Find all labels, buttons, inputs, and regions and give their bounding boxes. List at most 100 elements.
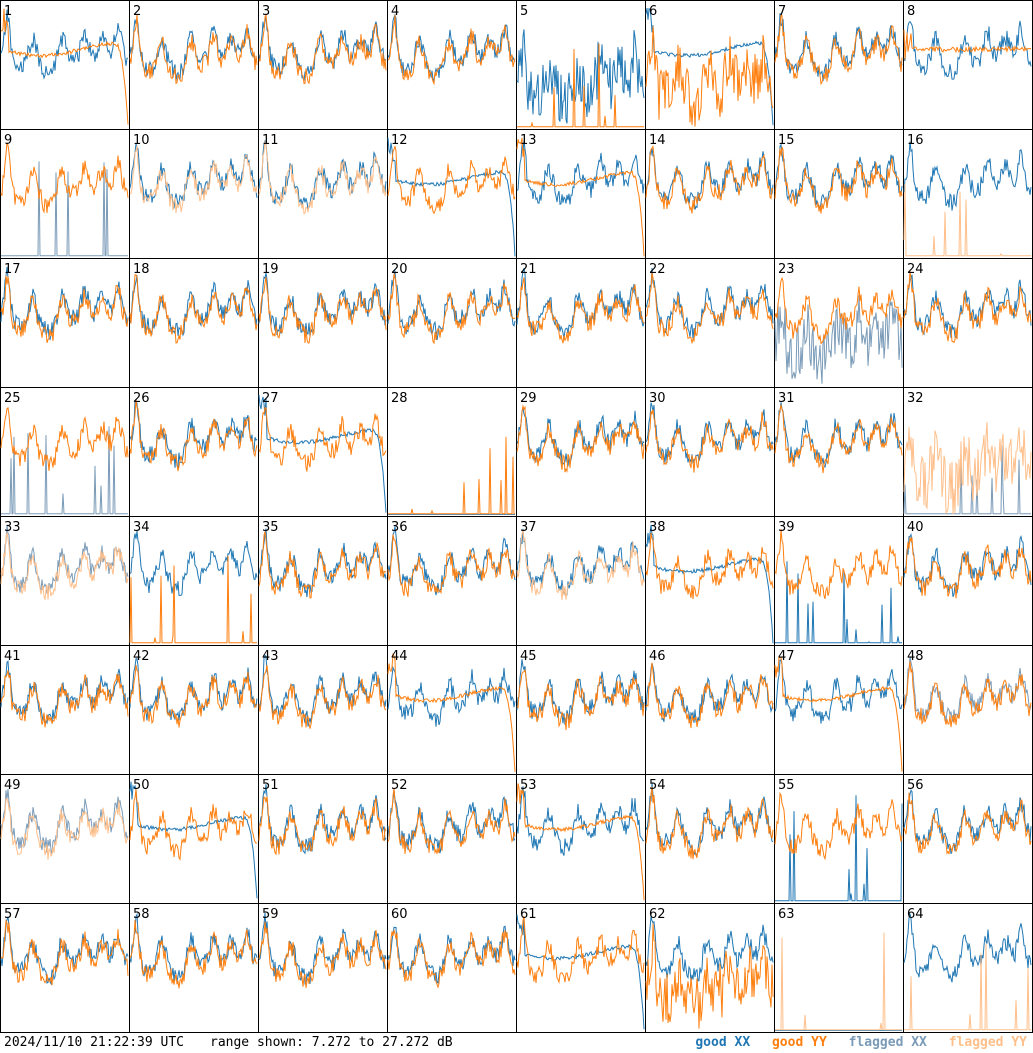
panel-45: 45	[516, 645, 646, 775]
yy-line-49	[0, 798, 129, 860]
panel-frame	[258, 387, 388, 517]
panel-25: 25	[0, 387, 130, 517]
panel-label: 31	[778, 391, 795, 406]
panel-5: 5	[516, 0, 646, 130]
panel-58: 58	[129, 903, 259, 1033]
xx-line-33	[0, 524, 129, 595]
yy-line-41	[0, 670, 129, 728]
yy-line-37	[516, 530, 645, 601]
yy-line-26	[129, 399, 258, 472]
yy-line-63	[775, 932, 902, 1031]
yy-line-12	[387, 145, 516, 215]
panel-29: 29	[516, 387, 646, 517]
yy-line-34	[129, 555, 257, 644]
panel-11: 11	[258, 129, 388, 259]
xx-line-52	[387, 789, 516, 854]
panel-label: 20	[391, 262, 408, 277]
yy-line-36	[387, 534, 516, 597]
legend-good-xx: good XX	[695, 1035, 751, 1050]
panel-frame	[0, 516, 130, 646]
panel-8: 8	[903, 0, 1033, 130]
panel-label: 19	[262, 262, 279, 277]
panel-16: 16	[903, 129, 1033, 259]
yy-line-2	[129, 14, 258, 85]
range-text: range shown: 7.272 to 27.272 dB	[210, 1035, 453, 1050]
panel-label: 38	[649, 520, 666, 535]
panel-37: 37	[516, 516, 646, 646]
panel-label: 13	[520, 133, 537, 148]
yy-line-31	[774, 404, 903, 474]
panel-frame	[0, 645, 130, 775]
panel-label: 61	[520, 907, 537, 922]
yy-line-30	[645, 409, 774, 473]
yy-line-42	[129, 665, 258, 728]
panel-frame	[903, 258, 1033, 388]
panel-frame	[129, 774, 259, 904]
footer: 2024/11/10 21:22:39 UTC range shown: 7.2…	[0, 1033, 1033, 1053]
panel-frame	[258, 903, 388, 1033]
panel-47: 47	[774, 645, 904, 775]
panel-label: 45	[520, 649, 537, 664]
panel-frame	[129, 258, 259, 388]
panel-38: 38	[645, 516, 775, 646]
panel-49: 49	[0, 774, 130, 904]
panel-label: 15	[778, 133, 795, 148]
panel-label: 26	[133, 391, 150, 406]
panel-36: 36	[387, 516, 517, 646]
yy-line-25	[0, 406, 129, 471]
panel-frame	[774, 903, 904, 1033]
xx-line-6	[645, 7, 774, 126]
panel-20: 20	[387, 258, 517, 388]
yy-line-53	[516, 783, 645, 901]
panel-frame	[516, 258, 646, 388]
panel-frame	[387, 903, 517, 1033]
yy-line-7	[774, 13, 903, 86]
panel-34: 34	[129, 516, 259, 646]
xx-line-53	[516, 786, 645, 856]
xx-line-27	[258, 395, 387, 513]
panel-label: 56	[907, 778, 924, 793]
panel-1: 1	[0, 0, 130, 130]
panel-50: 50	[129, 774, 259, 904]
yy-line-1	[0, 8, 129, 125]
yy-line-38	[645, 532, 774, 600]
panel-42: 42	[129, 645, 259, 775]
panel-32: 32	[903, 387, 1033, 517]
yy-line-61	[516, 916, 645, 984]
panel-label: 5	[520, 4, 528, 19]
panel-33: 33	[0, 516, 130, 646]
yy-line-58	[129, 919, 258, 989]
yy-line-64	[904, 943, 1031, 1031]
panel-label: 25	[4, 391, 21, 406]
panel-label: 52	[391, 778, 408, 793]
panel-label: 27	[262, 391, 279, 406]
panel-frame	[258, 258, 388, 388]
yy-line-11	[258, 141, 387, 215]
panel-frame	[774, 129, 904, 259]
yy-line-40	[903, 537, 1032, 599]
panel-64: 64	[903, 903, 1033, 1033]
panel-label: 62	[649, 907, 666, 922]
panel-59: 59	[258, 903, 388, 1033]
panel-46: 46	[645, 645, 775, 775]
yy-line-52	[387, 788, 516, 855]
panel-24: 24	[903, 258, 1033, 388]
yy-line-18	[129, 274, 258, 344]
panel-frame	[387, 0, 517, 130]
panel-label: 34	[133, 520, 150, 535]
xx-line-47	[774, 658, 903, 724]
xx-line-61	[516, 914, 645, 1030]
panel-label: 30	[649, 391, 666, 406]
yy-line-43	[258, 664, 387, 729]
panel-frame	[903, 516, 1033, 646]
panel-30: 30	[645, 387, 775, 517]
panel-61: 61	[516, 903, 646, 1033]
panel-label: 42	[133, 649, 150, 664]
panel-frame	[387, 129, 517, 259]
panel-frame	[774, 258, 904, 388]
panel-label: 59	[262, 907, 279, 922]
panel-56: 56	[903, 774, 1033, 904]
xx-line-9	[1, 161, 128, 257]
panel-label: 16	[907, 133, 924, 148]
